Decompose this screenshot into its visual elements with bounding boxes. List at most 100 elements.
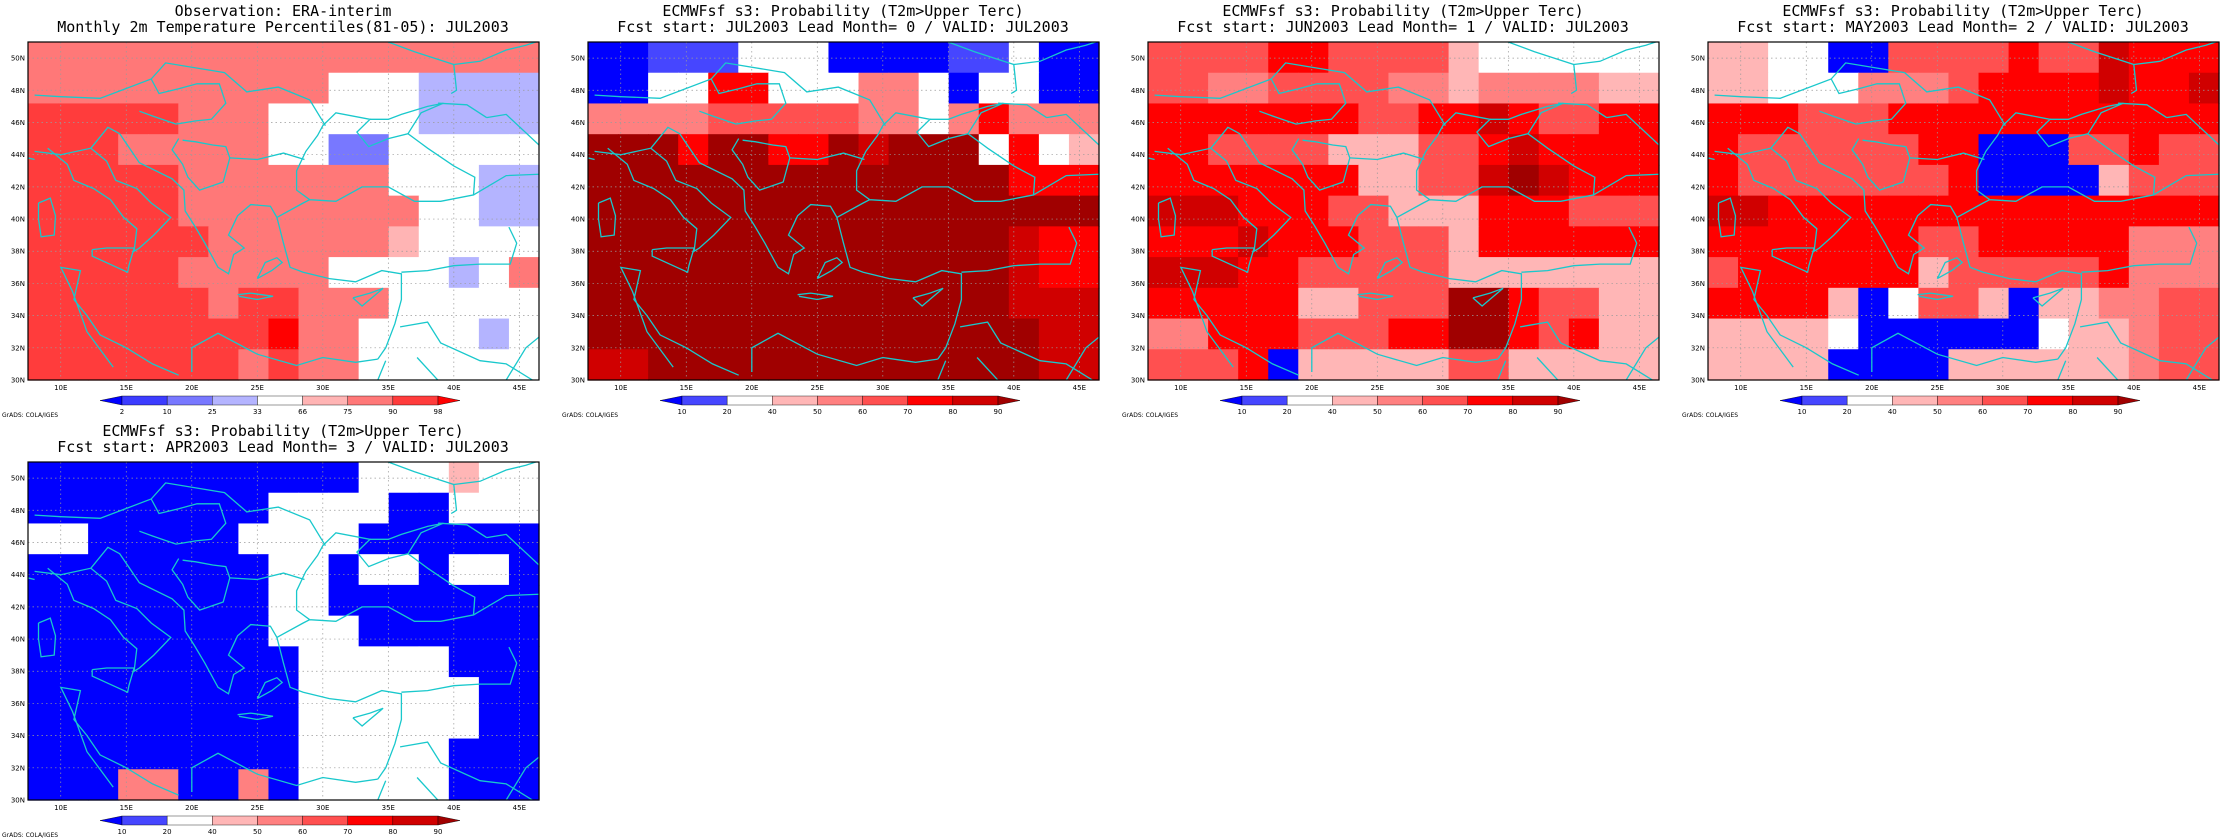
heatmap-cell — [418, 103, 450, 135]
heatmap-cell — [1328, 226, 1360, 258]
heatmap-cell — [238, 738, 270, 770]
heatmap-cell — [1628, 318, 1660, 350]
heatmap-cell — [1008, 287, 1040, 320]
heatmap-cell — [918, 164, 950, 197]
heatmap-cell — [1708, 72, 1739, 105]
heatmap-cell — [1628, 72, 1660, 105]
heatmap-cell — [1038, 349, 1070, 381]
heatmap-cell — [858, 349, 890, 381]
heatmap-cell — [208, 769, 240, 801]
heatmap-cell — [1978, 164, 2010, 197]
colorbar-swatch — [99, 815, 123, 826]
x-tick-label: 35E — [1502, 384, 1515, 392]
heatmap-cell — [2158, 103, 2190, 135]
heatmap-cell — [2038, 195, 2070, 227]
heatmap-cell — [118, 707, 149, 740]
heatmap-cell — [918, 287, 950, 320]
y-tick-label: 38N — [1691, 248, 1705, 256]
heatmap-cell — [1298, 72, 1329, 105]
y-tick-label: 32N — [11, 764, 25, 772]
heatmap-cell — [418, 554, 450, 586]
heatmap-cell — [978, 226, 1010, 258]
heatmap-cell — [58, 462, 89, 494]
heatmap-cell — [1708, 164, 1739, 197]
heatmap-cell — [508, 287, 540, 320]
heatmap-cell — [1008, 195, 1040, 227]
x-tick-label: 20E — [1865, 384, 1878, 392]
heatmap-cell — [918, 42, 950, 74]
heatmap-cell — [2158, 42, 2190, 74]
heatmap-cell — [478, 103, 510, 135]
y-tick-label: 50N — [11, 55, 25, 63]
heatmap-cell — [1238, 72, 1269, 105]
heatmap-cell — [28, 103, 59, 135]
colorbar-swatch — [166, 815, 213, 826]
heatmap-cell — [118, 738, 149, 770]
colorbar-label: 20 — [1283, 408, 1292, 416]
chart-title: Observation: ERA-interim — [175, 2, 392, 20]
x-tick-label: 40E — [2127, 384, 2140, 392]
heatmap-cell — [418, 72, 450, 105]
heatmap-cell — [508, 42, 540, 74]
heatmap-cell — [28, 646, 59, 678]
heatmap-cell — [828, 164, 860, 197]
heatmap-cell — [2008, 72, 2040, 105]
heatmap-cell — [28, 769, 59, 801]
heatmap-cell — [1538, 72, 1570, 105]
heatmap-cell — [1328, 318, 1360, 350]
heatmap-cell — [888, 72, 920, 105]
heatmap-cell — [1148, 42, 1179, 74]
heatmap-cell — [1358, 103, 1390, 135]
heatmap-cell — [1628, 42, 1660, 74]
heatmap-cell — [148, 707, 179, 740]
heatmap-cell — [238, 287, 270, 320]
heatmap-cell — [1948, 134, 1980, 166]
heatmap-cell — [1508, 287, 1540, 320]
y-tick-label: 48N — [1131, 87, 1145, 95]
heatmap-cell — [238, 707, 270, 740]
heatmap-cell — [1358, 318, 1390, 350]
colorbar-label: 80 — [1508, 408, 1517, 416]
heatmap-cell — [2158, 195, 2190, 227]
heatmap-cell — [358, 707, 390, 740]
heatmap-cell — [1978, 226, 2010, 258]
heatmap-cell — [298, 42, 330, 74]
heatmap-cell — [328, 615, 360, 647]
heatmap-cell — [1478, 42, 1510, 74]
colorbar-swatch — [347, 815, 394, 826]
heatmap-cell — [2008, 103, 2040, 135]
colorbar-swatch — [392, 395, 439, 406]
heatmap-cell — [888, 42, 920, 74]
heatmap-cell — [2158, 349, 2190, 381]
heatmap-cell — [1708, 103, 1739, 135]
heatmap-cell — [1238, 226, 1269, 258]
heatmap-cell — [1448, 287, 1480, 320]
heatmap-cell — [1298, 164, 1329, 197]
heatmap-cell — [418, 646, 450, 678]
colorbar-swatch — [1377, 395, 1423, 406]
heatmap-cell — [1918, 287, 1950, 320]
heatmap-cell — [298, 707, 330, 740]
heatmap-cell — [1208, 226, 1239, 258]
heatmap-cell — [208, 134, 240, 166]
grads-credit: GrADS: COLA/IGES — [562, 412, 618, 419]
heatmap-cell — [1358, 287, 1390, 320]
heatmap-cell — [178, 164, 209, 197]
heatmap-cell — [1298, 318, 1329, 350]
heatmap-cell — [508, 462, 540, 494]
colorbar-label: 90 — [434, 828, 443, 836]
heatmap-cell — [358, 318, 390, 350]
y-tick-label: 32N — [571, 344, 585, 352]
plot-frame — [1147, 41, 1660, 381]
y-tick-label: 48N — [571, 87, 585, 95]
plot-frame — [587, 41, 1100, 381]
heatmap-cell — [238, 769, 270, 801]
heatmap-cell — [148, 646, 179, 678]
heatmap-cell — [1238, 349, 1269, 381]
heatmap-cell — [1708, 42, 1739, 74]
heatmap-cell — [2188, 318, 2220, 350]
heatmap-cell — [948, 318, 980, 350]
heatmap-cell — [918, 349, 950, 381]
colorbar-swatch — [1937, 395, 1983, 406]
heatmap-cell — [1478, 134, 1510, 166]
